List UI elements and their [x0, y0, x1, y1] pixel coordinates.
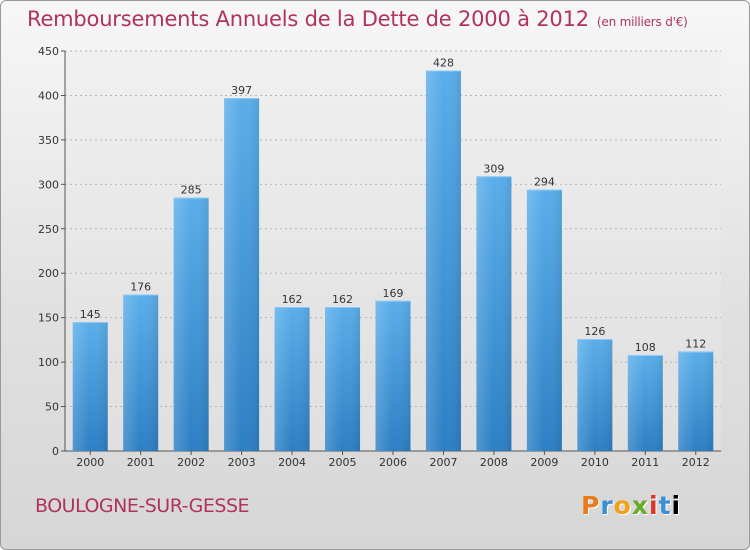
town-name: BOULOGNE-SUR-GESSE [35, 495, 250, 517]
y-tick-label: 100 [38, 356, 59, 369]
data-label: 309 [483, 162, 504, 175]
bar-shade [476, 176, 512, 452]
bar-group [123, 294, 159, 451]
x-tick-label: 2012 [682, 456, 710, 469]
y-tick-label: 450 [38, 45, 59, 58]
y-tick-label: 200 [38, 267, 59, 280]
bar-shade [577, 339, 613, 451]
bar-shade [627, 355, 663, 451]
x-tick-label: 2000 [76, 456, 104, 469]
logo-letter: P [581, 491, 601, 520]
data-label: 285 [181, 184, 202, 197]
y-tick-label: 300 [38, 178, 59, 191]
proxiti-logo: Proxiti [581, 491, 681, 520]
logo-letter: r [600, 491, 614, 520]
data-label: 176 [130, 281, 151, 294]
x-tick-label: 2005 [329, 456, 357, 469]
y-tick-label: 50 [45, 401, 59, 414]
bar-group [577, 339, 613, 451]
data-label: 169 [383, 287, 404, 300]
bar-layer [72, 70, 714, 452]
bar-group [627, 355, 663, 451]
bar-group [173, 197, 209, 451]
y-tick-label: 400 [38, 89, 59, 102]
data-label: 397 [231, 84, 252, 97]
bar-shade [425, 70, 461, 452]
data-label: 162 [332, 293, 353, 306]
bar-group [274, 307, 310, 451]
logo-letter: t [658, 491, 672, 520]
bar-shade [72, 322, 108, 451]
bar-group [72, 322, 108, 451]
bar-group [224, 98, 260, 451]
data-label: 108 [635, 341, 656, 354]
data-label: 112 [685, 337, 706, 350]
x-tick-label: 2004 [278, 456, 306, 469]
x-tick-label: 2008 [480, 456, 508, 469]
data-label: 126 [584, 325, 605, 338]
bar-group [425, 70, 461, 452]
bar-group [476, 176, 512, 452]
chart-title-text: Remboursements Annuels de la Dette de 20… [27, 7, 589, 31]
x-tick-label: 2009 [530, 456, 558, 469]
data-label: 162 [282, 293, 303, 306]
label-layer: 145 176 285 397 162 162 169 428 309 294 126 108 112 [80, 57, 707, 354]
bar-shade [526, 189, 562, 451]
y-tick-label: 150 [38, 312, 59, 325]
logo-letter: i [671, 491, 682, 520]
bar-group [526, 189, 562, 451]
chart-title: Remboursements Annuels de la Dette de 20… [27, 7, 688, 31]
bar-group [325, 307, 361, 451]
data-label: 145 [80, 308, 101, 321]
bar-shade [375, 300, 411, 451]
y-tick-label: 0 [52, 445, 59, 458]
data-label: 428 [433, 57, 454, 70]
chart-subtitle: (en milliers d'€) [596, 15, 688, 29]
bar-shade [123, 294, 159, 451]
bar-shade [224, 98, 260, 451]
x-tick-label: 2010 [581, 456, 609, 469]
y-tick-label: 250 [38, 223, 59, 236]
bar-shade [325, 307, 361, 451]
bar-group [678, 351, 714, 451]
x-tick-label: 2011 [631, 456, 659, 469]
bar-shade [678, 351, 714, 451]
bar-group [375, 300, 411, 451]
x-tick-label: 2001 [127, 456, 155, 469]
bar-shade [173, 197, 209, 451]
x-tick-label: 2003 [228, 456, 256, 469]
logo-letter: i [649, 491, 659, 520]
x-tick-label: 2002 [177, 456, 205, 469]
logo-letter: x [631, 491, 649, 520]
x-tick-label: 2006 [379, 456, 407, 469]
x-tick-label: 2007 [429, 456, 457, 469]
y-tick-label: 350 [38, 134, 59, 147]
bar-shade [274, 307, 310, 451]
data-label: 294 [534, 176, 555, 189]
logo-letter: o [613, 491, 632, 520]
